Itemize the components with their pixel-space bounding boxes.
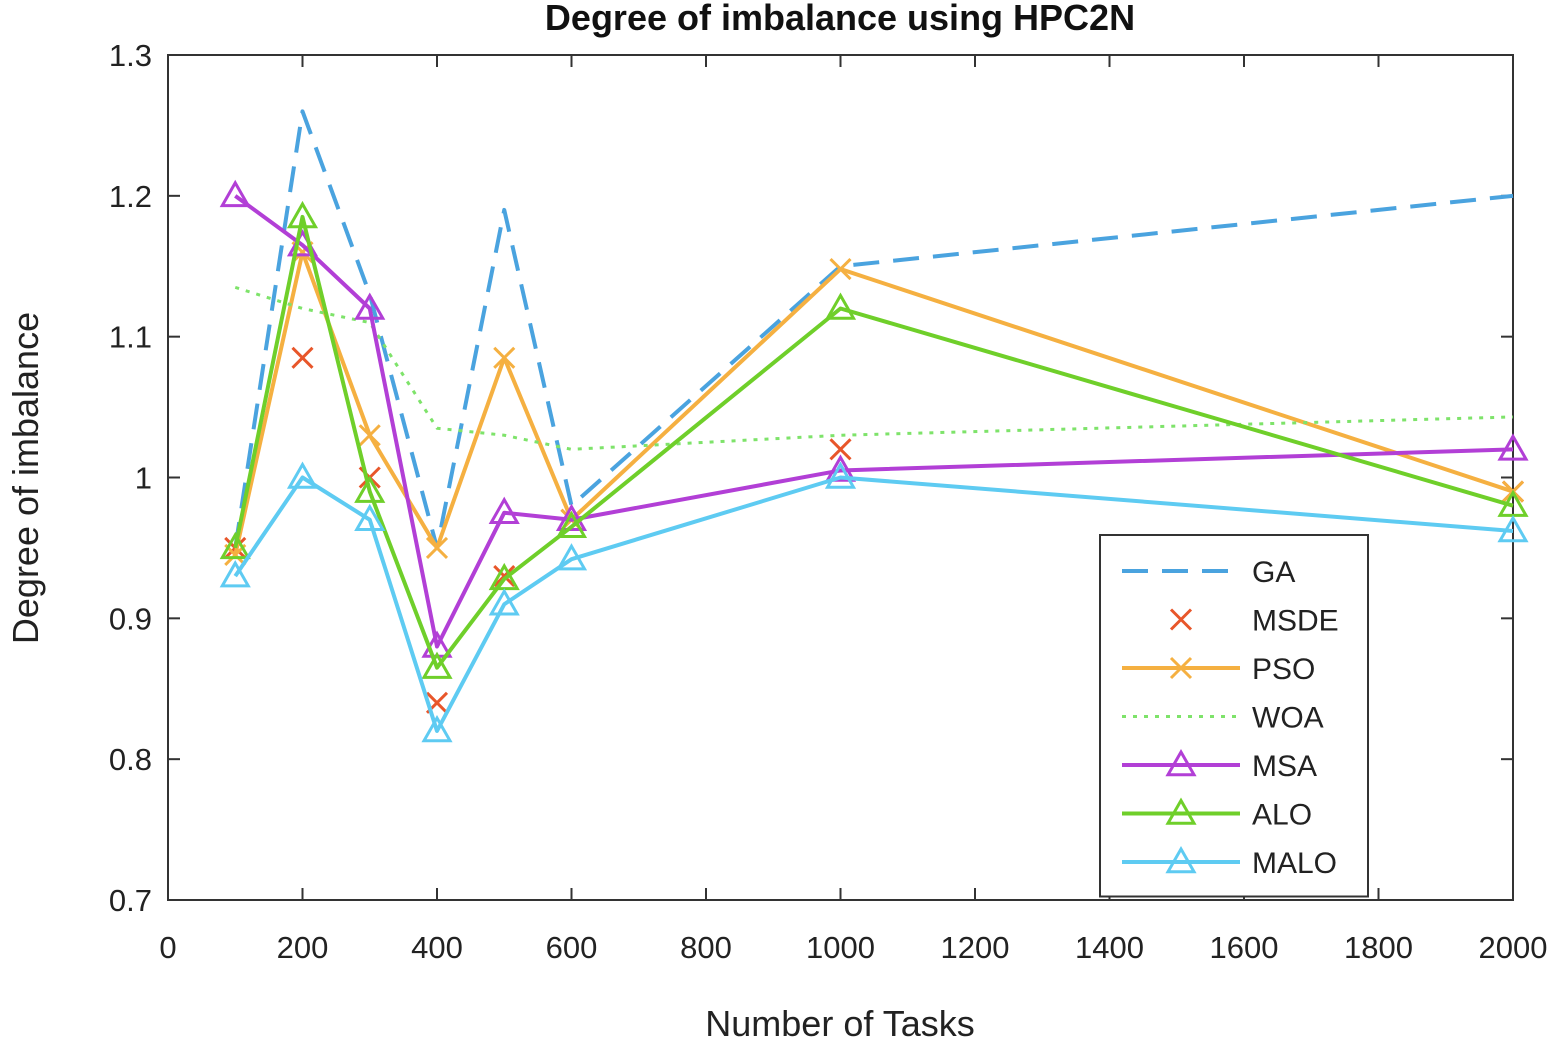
series-line-alo [233,214,1514,670]
data-point-pso [358,424,381,447]
data-point-msa [1497,433,1529,461]
axis-ticks: 0 200 400 600 800 1000 1200 1400 1600 1800 2000 0.7… [109,38,1548,965]
legend-entry-msde: MSDE [1169,605,1339,638]
legend-label-pso: PSO [1252,653,1315,686]
x-tick-label: 0 [159,930,176,965]
data-point-malo [286,461,319,489]
data-point-malo [488,588,520,616]
data-point-msa [555,503,588,531]
data-point-alo [421,651,453,679]
x-tick-label: 1400 [1075,930,1144,965]
x-tick-label: 1000 [806,930,875,965]
legend-entry-pso: PSO [1122,653,1315,686]
data-point-alo [286,200,319,229]
legend-entry-woa: WOA [1122,702,1324,735]
data-point-msa [219,179,251,208]
legend-label-woa: WOA [1252,702,1324,735]
y-tick-label: 0.7 [109,883,152,918]
x-tick-label: 800 [680,930,732,965]
x-tick-label: 1800 [1344,930,1413,965]
data-point-alo [555,510,588,539]
legend-label-alo: ALO [1252,799,1312,832]
legend-marker-msde [1169,608,1193,631]
data-point-malo [824,461,857,489]
data-point-alo [824,292,857,320]
y-tick-label: 1.3 [109,38,152,73]
data-point-pso [829,258,852,281]
data-point-malo [219,560,251,588]
chart-title: Degree of imbalance using HPC2N [545,0,1135,38]
x-tick-label: 600 [546,930,598,965]
legend-label-malo: MALO [1252,847,1337,880]
x-axis-label: Number of Tasks [705,1003,974,1042]
x-tick-label: 2000 [1479,930,1548,965]
series-layer [219,109,1529,743]
legend-marker-malo [1165,845,1197,874]
series-pso [224,241,1525,567]
y-tick-label: 1 [135,461,152,496]
data-point-pso [493,346,516,369]
series-line-pso [233,250,1514,556]
legend-entry-alo: ALO [1122,797,1312,832]
legend-label-msde: MSDE [1252,605,1339,638]
legend-label-ga: GA [1252,556,1295,589]
data-point-msde [829,438,852,461]
x-tick-label: 400 [411,930,463,965]
x-tick-label: 1200 [941,930,1010,965]
legend-marker-pso [1169,656,1193,680]
legend-entry-msa: MSA [1122,748,1317,783]
data-point-msde [493,565,516,588]
data-point-malo [354,503,386,531]
y-tick-label: 1.2 [109,179,152,214]
data-point-malo [1497,514,1529,543]
series-line-woa [234,285,1514,451]
legend-marker-alo [1165,797,1197,825]
legend: GA MSDE PSO WOA MSA ALO MALO [1099,534,1369,898]
data-point-msde [291,346,314,369]
series-woa [234,285,1514,451]
legend-marker-msa [1165,748,1197,777]
data-point-alo [354,475,386,503]
y-tick-label: 0.9 [109,601,152,636]
data-point-malo [555,543,588,571]
x-tick-label: 200 [277,930,329,965]
legend-entry-ga: GA [1122,556,1295,589]
series-malo [219,461,1529,743]
data-point-msa [488,496,520,524]
data-point-alo [219,531,251,560]
legend-label-msa: MSA [1252,750,1317,783]
data-point-pso [425,536,449,559]
y-tick-label: 0.8 [109,742,152,777]
y-tick-label: 1.1 [109,320,152,355]
data-point-msa [824,454,857,482]
x-tick-label: 1600 [1210,930,1279,965]
series-line-ga [233,109,1514,550]
series-ga [233,109,1514,550]
legend-entry-malo: MALO [1122,845,1337,880]
y-axis-label: Degree of imbalance [5,312,46,644]
series-alo [219,200,1529,679]
data-point-msa [354,292,386,320]
data-point-malo [421,714,453,743]
